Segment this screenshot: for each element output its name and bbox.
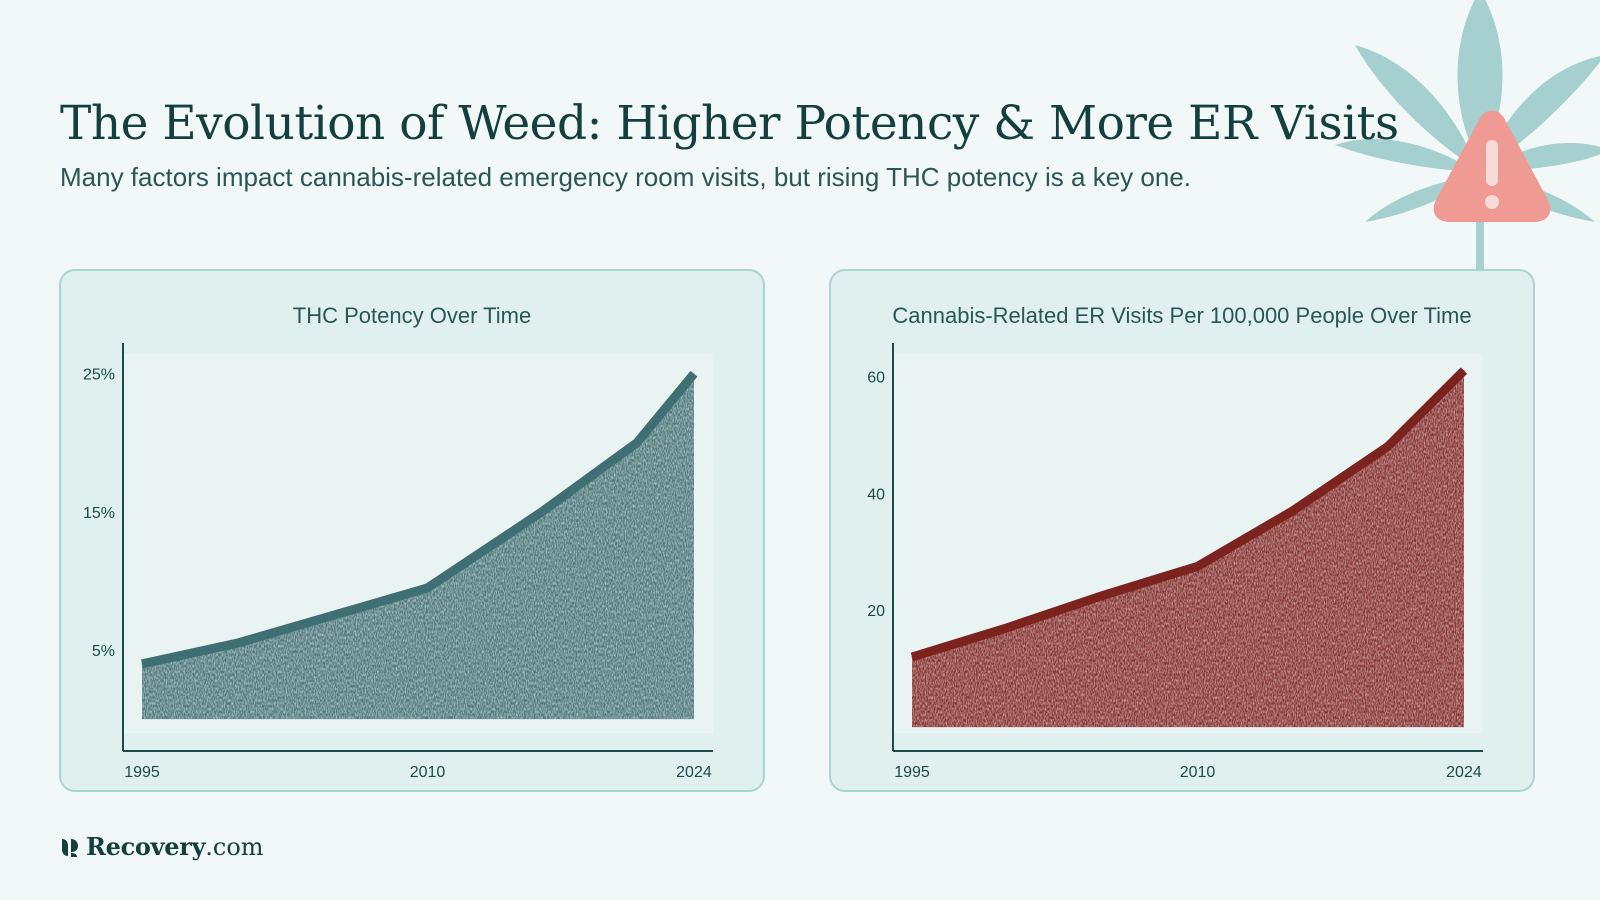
y-tick-label: 40 [867, 486, 885, 503]
data-point [1292, 510, 1294, 512]
thc-potency-panel: THC Potency Over Time 5% 15% 25% 1995 2010 20… [59, 269, 765, 792]
y-tick-label: 5% [92, 643, 115, 660]
x-tick-label: 2010 [410, 764, 446, 781]
y-tick-label: 15% [83, 505, 115, 522]
er-visits-panel: Cannabis-Related ER Visits Per 100,000 P… [829, 269, 1535, 792]
thc-potency-chart: 5% 15% 25% 1995 2010 2024 [83, 343, 713, 781]
brand-domain: .com [205, 832, 264, 861]
data-point [236, 642, 238, 644]
data-point [141, 663, 143, 665]
data-point [541, 511, 543, 513]
data-point [693, 373, 695, 375]
x-tick-label: 1995 [894, 764, 930, 781]
chart-title: THC Potency Over Time [292, 303, 532, 328]
data-point [1197, 565, 1199, 567]
chart-title: Cannabis-Related ER Visits Per 100,000 P… [892, 303, 1472, 328]
data-point [1387, 446, 1389, 448]
data-point [636, 442, 638, 444]
data-point [331, 615, 333, 617]
page-subtitle: Many factors impact cannabis-related eme… [60, 162, 1191, 192]
x-tick-label: 2024 [1446, 764, 1482, 781]
recovery-logo-icon [62, 838, 78, 857]
x-tick-label: 1995 [124, 764, 160, 781]
brand-logo: Recovery .com [60, 832, 264, 861]
data-point [911, 656, 913, 658]
y-tick-label: 25% [83, 367, 115, 384]
data-point [427, 587, 429, 589]
warning-triangle-icon [1433, 110, 1551, 222]
page-title: The Evolution of Weed: Higher Potency & … [60, 96, 1399, 151]
y-tick-label: 20 [867, 603, 885, 620]
cannabis-warning-decoration [1335, 0, 1600, 275]
data-point [1006, 627, 1008, 629]
y-tick-label: 60 [867, 369, 885, 386]
er-visits-chart: 20 40 60 1995 2010 2024 [867, 343, 1483, 781]
brand-name: Recovery [86, 832, 206, 861]
area-texture [912, 370, 1464, 728]
x-tick-label: 2024 [676, 764, 712, 781]
x-tick-label: 2010 [1180, 764, 1216, 781]
data-point [1463, 370, 1465, 372]
data-point [1101, 595, 1103, 597]
